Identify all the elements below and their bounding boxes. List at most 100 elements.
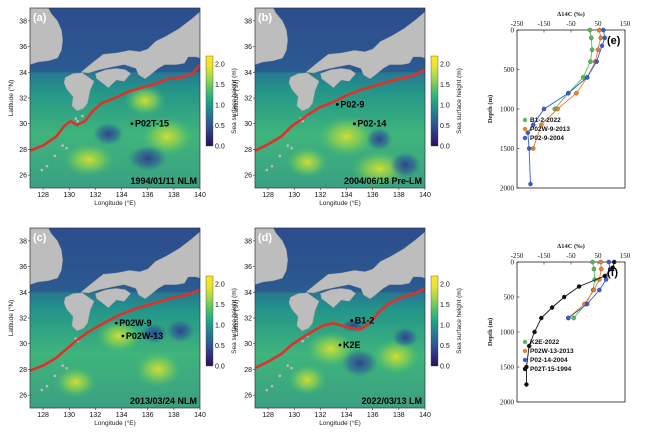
station-label: B1-2: [355, 316, 375, 326]
station-label: K2E: [343, 340, 361, 350]
profile-x-tick-label: -250: [511, 20, 524, 28]
station-marker: [350, 319, 354, 322]
y-tick-label: 32: [244, 96, 252, 103]
x-tick-label: 134: [116, 192, 128, 199]
x-tick-label: 138: [393, 412, 405, 419]
data-point: [532, 329, 537, 335]
warm-eddy: [141, 117, 194, 156]
x-tick-label: 130: [288, 412, 300, 419]
land-island: [290, 303, 293, 307]
data-point: [539, 315, 544, 321]
land-island: [270, 164, 274, 168]
colorbar: [205, 275, 214, 367]
colorbar-tick-label: 2.0: [440, 282, 450, 289]
data-point: [598, 35, 603, 41]
land-island: [265, 168, 269, 172]
data-point: [530, 122, 536, 128]
legend-entry: P02-9-2004: [530, 135, 564, 142]
map-area: [30, 8, 200, 188]
colorbar-label: Sea surface height (m): [456, 68, 463, 134]
colorbar-tick-label: 2.0: [440, 62, 450, 69]
legend-marker: [522, 348, 528, 354]
data-point: [587, 27, 593, 33]
land-korea: [30, 8, 63, 65]
x-tick-label: 130: [63, 412, 75, 419]
y-tick-label: 30: [19, 341, 27, 348]
data-point: [598, 266, 604, 272]
y-tick-label: 28: [244, 147, 252, 154]
data-point: [574, 90, 579, 96]
y-tick-label: 28: [19, 147, 27, 154]
profile-frame: [516, 29, 626, 189]
cold-eddy: [166, 319, 195, 343]
land-kyushu: [63, 72, 95, 112]
land-island: [65, 366, 68, 370]
x-tick-label: 134: [116, 412, 128, 419]
profile-y-tick-label: 0: [511, 27, 515, 35]
profile-x-tick-label: 150: [620, 252, 631, 260]
land-island: [65, 303, 68, 307]
legend-marker: [522, 126, 528, 132]
x-axis-label: Longitude (°E): [94, 419, 136, 427]
x-tick-label: 140: [419, 192, 431, 199]
land-island: [40, 168, 44, 172]
data-point: [598, 259, 603, 265]
data-point: [555, 106, 560, 112]
profile-x-tick-label: -50: [566, 252, 576, 260]
map-panel-a: 128 130 132 134 136 138 140 26 28 30 32 34 36 38 Longi…: [7, 7, 238, 207]
data-point: [566, 90, 571, 96]
colorbar-tick-label: 2.0: [215, 282, 225, 289]
land-island: [40, 388, 44, 392]
land-shikoku: [95, 288, 131, 308]
legend-entry: P02-14-2004: [530, 357, 568, 364]
data-point: [526, 146, 532, 151]
x-tick-label: 136: [142, 412, 154, 419]
legend-marker: [522, 117, 528, 123]
data-point: [597, 27, 602, 33]
profile-x-tick-label: 50: [595, 252, 603, 260]
land-shikoku: [320, 288, 356, 308]
station-label: P02-14: [357, 119, 386, 129]
land-island: [265, 388, 269, 392]
data-point: [611, 259, 617, 265]
map-area: [255, 228, 425, 408]
legend-entry: P02W-13-2013: [530, 348, 574, 355]
station-marker: [130, 122, 134, 126]
legend-marker: [522, 357, 528, 363]
x-tick-label: 128: [262, 192, 274, 199]
y-tick-label: 26: [19, 393, 27, 400]
land-island: [290, 83, 293, 87]
land-island: [53, 154, 57, 158]
y-tick-label: 38: [244, 238, 252, 245]
land-island: [290, 366, 293, 370]
data-point: [602, 273, 608, 279]
panel-letter: (d): [258, 232, 272, 244]
cold-eddy: [389, 152, 422, 178]
data-point: [584, 301, 590, 307]
profile-y-tick-label: 1000: [500, 106, 515, 114]
warm-eddy: [372, 338, 420, 375]
x-tick-label: 132: [90, 192, 102, 199]
cold-eddy: [392, 327, 419, 348]
x-tick-label: 136: [367, 412, 379, 419]
colorbar-tick-label: 1.0: [215, 103, 225, 110]
warm-eddy: [287, 364, 327, 396]
y-tick-label: 34: [19, 290, 27, 297]
colorbar: [430, 275, 439, 367]
data-point: [601, 27, 606, 33]
land-kyushu: [288, 72, 320, 112]
warm-eddy: [317, 116, 376, 158]
colorbar-tick-label: 1.0: [215, 323, 225, 330]
data-point: [591, 287, 597, 293]
station-marker: [114, 321, 118, 325]
land-island: [290, 146, 293, 150]
legend-marker: [522, 135, 528, 141]
land-island: [65, 146, 68, 150]
warm-eddy: [286, 146, 329, 178]
y-tick-label: 36: [244, 44, 252, 51]
land-korea: [255, 8, 288, 65]
data-point: [590, 259, 595, 265]
x-tick-label: 136: [367, 192, 379, 199]
y-tick-label: 34: [244, 70, 252, 77]
data-point: [571, 315, 576, 321]
